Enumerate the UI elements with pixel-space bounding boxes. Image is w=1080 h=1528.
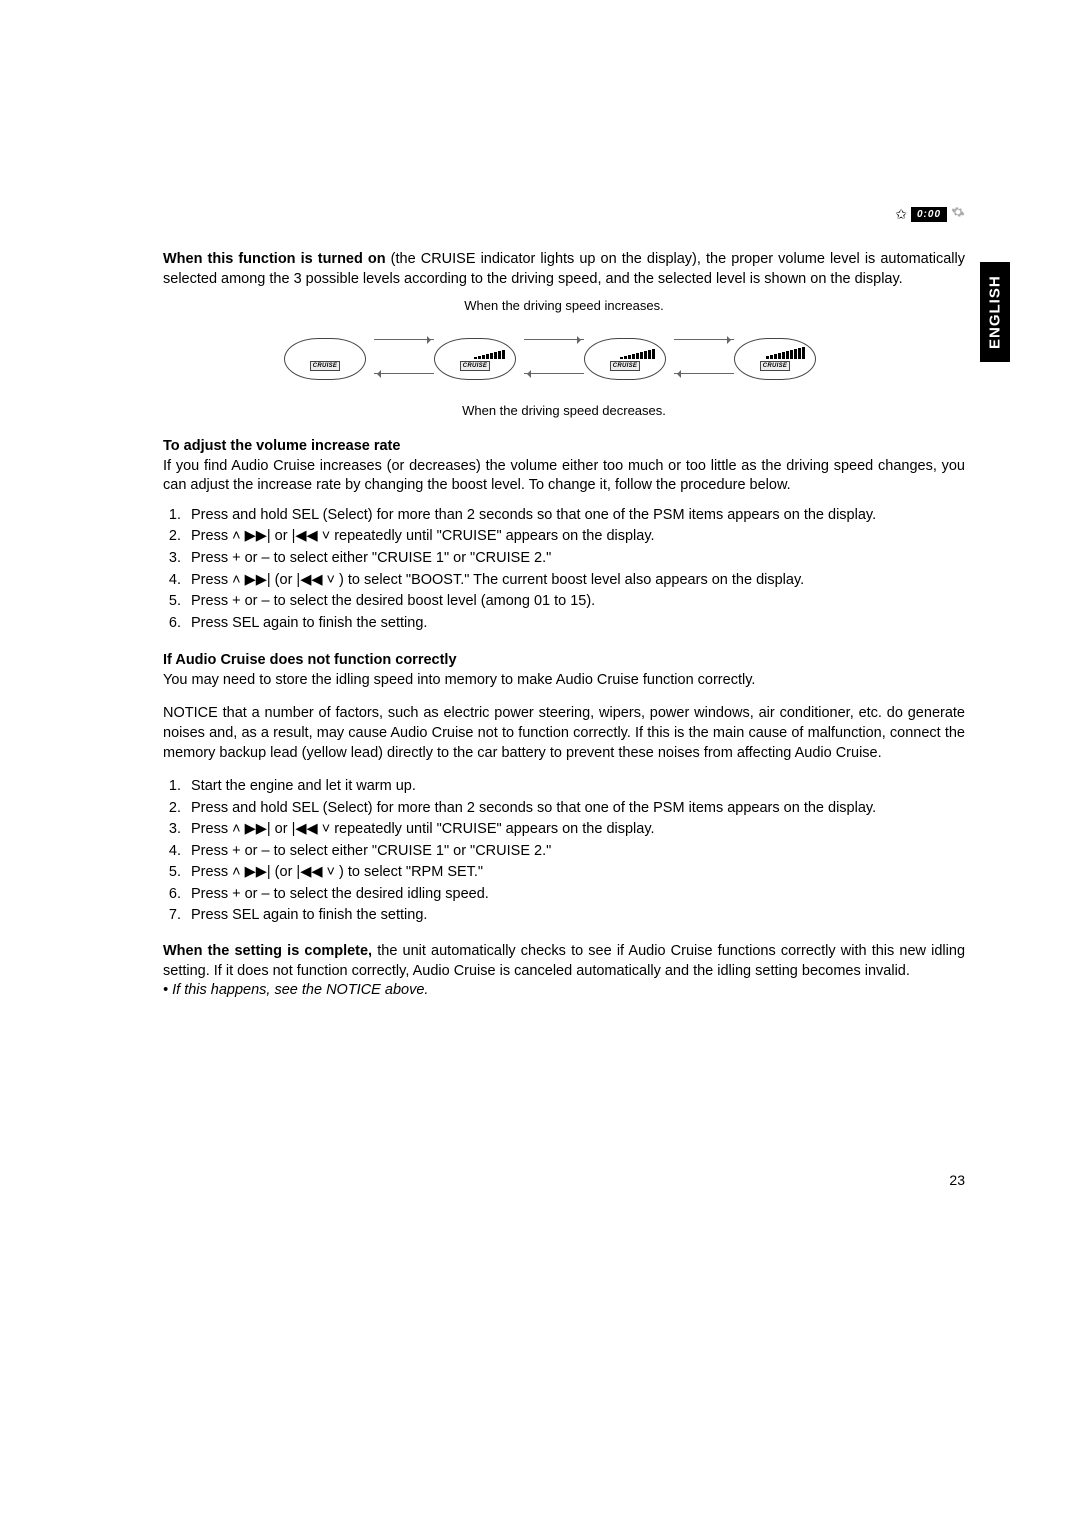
arrow-left-icon — [674, 373, 734, 374]
page-number: 23 — [949, 1172, 965, 1188]
step-item: Press + or – to select either "CRUISE 1"… — [185, 549, 965, 569]
arrow-right-icon — [374, 339, 434, 340]
gear-icon — [951, 205, 965, 224]
step-item: Press ˄ ▶▶| (or |◀◀ ˅ ) to select "RPM S… — [185, 863, 965, 883]
step-item: Press SEL again to finish the setting. — [185, 906, 965, 926]
step-item: Start the engine and let it warm up. — [185, 777, 965, 797]
malfunc-para1: You may need to store the idling speed i… — [163, 671, 965, 691]
step-item: Press and hold SEL (Select) for more tha… — [185, 506, 965, 526]
arrow-left-icon — [524, 373, 584, 374]
intro-paragraph: When this function is turned on (the CRU… — [163, 250, 965, 289]
star-icon: ✩ — [895, 206, 907, 223]
cruise-diagram: When the driving speed increases. CRUISE… — [163, 297, 965, 419]
diagram-label-top: When the driving speed increases. — [163, 297, 965, 315]
diagram-canvas: CRUISE CRUISE CRUISE CRUISE — [284, 321, 844, 396]
complete-bold: When the setting is complete, — [163, 943, 372, 959]
step-item: Press ˄ ▶▶| or |◀◀ ˅ repeatedly until "C… — [185, 820, 965, 840]
intro-bold: When this function is turned on — [163, 251, 386, 267]
language-tab: ENGLISH — [980, 262, 1010, 362]
step-item: Press ˄ ▶▶| (or |◀◀ ˅ ) to select "BOOST… — [185, 571, 965, 591]
step-item: Press and hold SEL (Select) for more tha… — [185, 799, 965, 819]
cruise-level-cell: CRUISE — [584, 338, 666, 380]
arrow-right-icon — [674, 339, 734, 340]
step-item: Press + or – to select the desired boost… — [185, 592, 965, 612]
step-item: Press + or – to select either "CRUISE 1"… — [185, 842, 965, 862]
adjust-paragraph: If you find Audio Cruise increases (or d… — [163, 457, 965, 496]
adjust-steps-list: Press and hold SEL (Select) for more tha… — [163, 506, 965, 633]
complete-note: • If this happens, see the NOTICE above. — [163, 981, 965, 1001]
diagram-label-bottom: When the driving speed decreases. — [163, 402, 965, 420]
cruise-level-cell: CRUISE — [284, 338, 366, 380]
step-item: Press SEL again to finish the setting. — [185, 614, 965, 634]
clock-badge: 0:00 — [911, 207, 947, 222]
content-area: When this function is turned on (the CRU… — [163, 250, 965, 1001]
malfunc-steps-list: Start the engine and let it warm up.Pres… — [163, 777, 965, 926]
arrow-right-icon — [524, 339, 584, 340]
malfunc-notice: NOTICE that a number of factors, such as… — [163, 704, 965, 763]
arrow-left-icon — [374, 373, 434, 374]
cruise-level-cell: CRUISE — [734, 338, 816, 380]
cruise-level-cell: CRUISE — [434, 338, 516, 380]
step-item: Press ˄ ▶▶| or |◀◀ ˅ repeatedly until "C… — [185, 527, 965, 547]
manual-page: ✩ 0:00 ENGLISH When this function is tur… — [0, 0, 1080, 1528]
step-item: Press + or – to select the desired idlin… — [185, 885, 965, 905]
complete-paragraph: When the setting is complete, the unit a… — [163, 942, 965, 981]
adjust-heading: To adjust the volume increase rate — [163, 437, 965, 457]
header-icon-row: ✩ 0:00 — [895, 205, 965, 224]
malfunc-heading: If Audio Cruise does not function correc… — [163, 651, 965, 671]
